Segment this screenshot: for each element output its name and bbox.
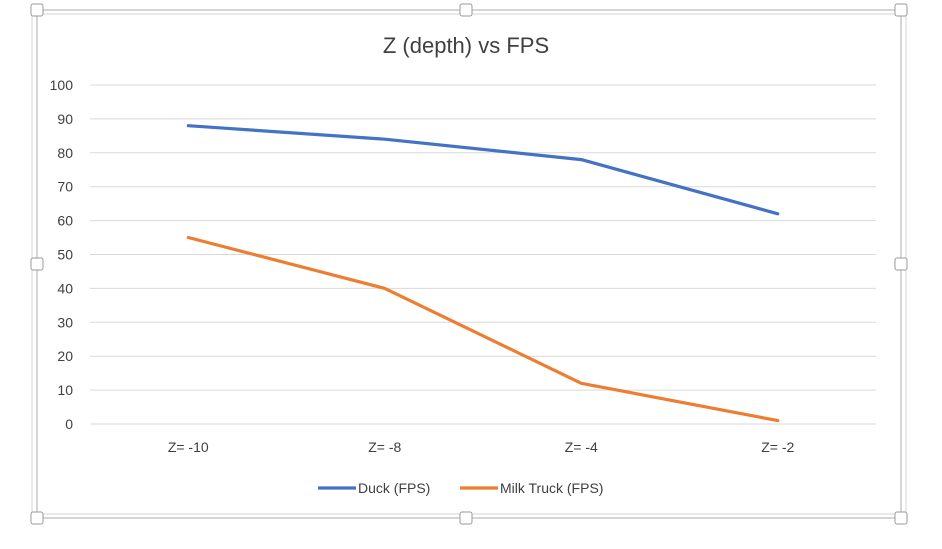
x-tick-label: Z= -2 <box>761 439 794 455</box>
y-axis-tick-labels: 0 10 20 30 40 50 60 70 80 90 100 <box>50 77 74 432</box>
series-lines <box>186 124 780 423</box>
y-tick-label: 0 <box>65 416 73 432</box>
y-tick-label: 60 <box>57 213 73 229</box>
series-line <box>186 235 780 423</box>
y-tick-label: 80 <box>57 145 73 161</box>
legend: Duck (FPS) Milk Truck (FPS) <box>318 480 603 496</box>
resize-handle[interactable] <box>30 3 44 17</box>
y-tick-label: 30 <box>57 314 73 330</box>
series-line <box>186 124 780 216</box>
gridlines <box>90 84 876 425</box>
chart-title: Z (depth) vs FPS <box>383 33 549 58</box>
x-tick-label: Z= -8 <box>368 439 401 455</box>
resize-handle[interactable] <box>894 3 908 17</box>
legend-label: Duck (FPS) <box>358 480 430 496</box>
resize-handles[interactable] <box>30 3 908 525</box>
resize-handle[interactable] <box>459 511 473 525</box>
resize-handle[interactable] <box>30 511 44 525</box>
x-tick-label: Z= -4 <box>565 439 598 455</box>
y-tick-label: 10 <box>57 382 73 398</box>
resize-handle[interactable] <box>30 257 44 271</box>
resize-handle[interactable] <box>894 257 908 271</box>
y-tick-label: 20 <box>57 348 73 364</box>
y-tick-label: 50 <box>57 247 73 263</box>
y-tick-label: 90 <box>57 111 73 127</box>
y-tick-label: 100 <box>50 77 74 93</box>
resize-handle[interactable] <box>459 3 473 17</box>
y-tick-label: 40 <box>57 280 73 296</box>
y-tick-label: 70 <box>57 179 73 195</box>
x-axis-tick-labels: Z= -10 Z= -8 Z= -4 Z= -2 <box>168 439 795 455</box>
resize-handle[interactable] <box>894 511 908 525</box>
legend-label: Milk Truck (FPS) <box>500 480 603 496</box>
x-tick-label: Z= -10 <box>168 439 209 455</box>
